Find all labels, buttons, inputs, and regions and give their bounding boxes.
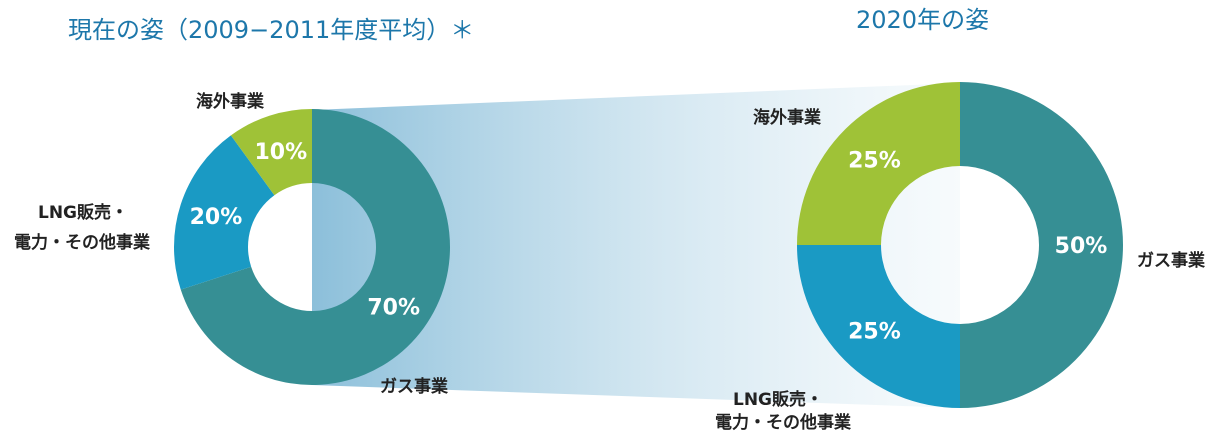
chart-title-2020: 2020年の姿 — [856, 6, 989, 34]
pct-label-lng: 20% — [190, 205, 243, 230]
slice-overseas — [797, 82, 960, 245]
slice-gas — [960, 82, 1123, 408]
category-label-lng-line2: 電力・その他事業 — [715, 412, 851, 431]
category-label-gas: ガス事業 — [1137, 250, 1205, 271]
category-label-overseas: 海外事業 — [196, 91, 264, 112]
pct-label-overseas: 10% — [254, 140, 307, 165]
pct-label-gas: 50% — [1055, 234, 1108, 259]
donut-2020: 50% 25% 25% — [797, 82, 1123, 408]
slice-lng — [173, 135, 275, 290]
pct-label-overseas: 25% — [848, 148, 901, 173]
category-label-lng-line2: 電力・その他事業 — [14, 232, 150, 253]
category-label-lng-line1: LNG販売・ — [733, 389, 823, 410]
pct-label-lng: 25% — [848, 320, 901, 345]
slice-gas — [180, 109, 450, 385]
category-label-gas: ガス事業 — [380, 376, 448, 397]
category-label-lng-line1: LNG販売・ — [38, 202, 128, 223]
category-label-overseas: 海外事業 — [753, 107, 821, 128]
slice-overseas — [230, 109, 312, 196]
donut-current: 70% 20% 10% — [173, 109, 450, 385]
connector-band — [312, 83, 960, 408]
pct-label-gas: 70% — [367, 295, 420, 320]
chart-title-current: 現在の姿（2009−2011年度平均）＊ — [68, 16, 474, 44]
slice-lng — [797, 245, 960, 408]
